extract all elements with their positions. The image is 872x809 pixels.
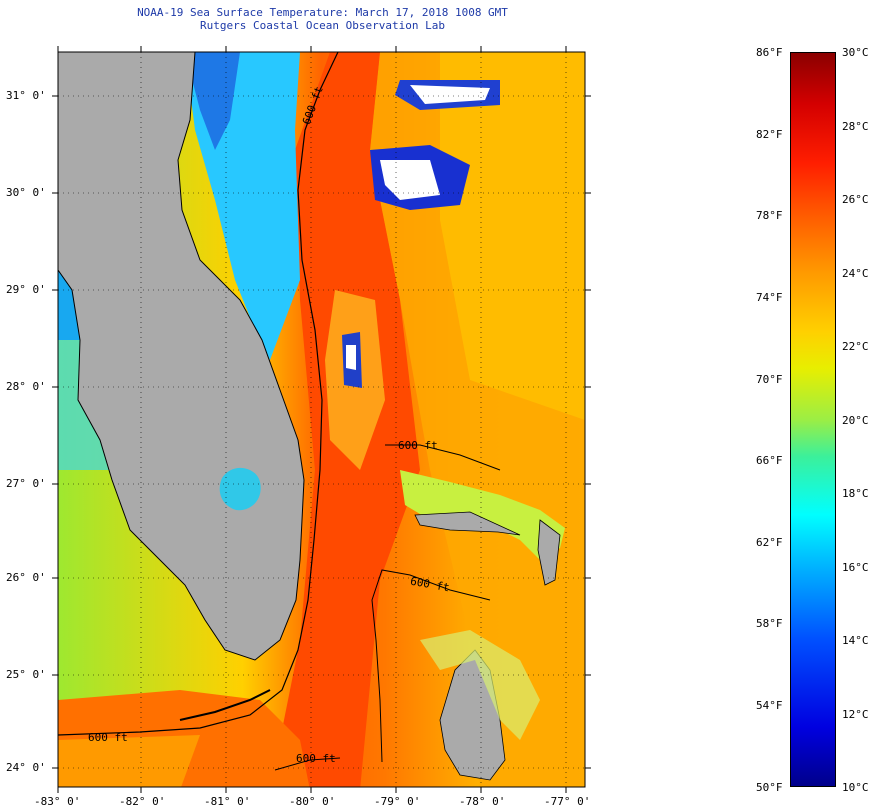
colorbar-c-label: 18°C [842, 487, 869, 500]
colorbar-c-label: 20°C [842, 414, 869, 427]
axis-ticks [52, 46, 591, 793]
longitude-label: -79° 0' [374, 795, 421, 808]
contour-label: 600 ft [296, 752, 336, 765]
latitude-label: 28° 0' [6, 380, 46, 393]
colorbar-f-label: 86°F [756, 46, 783, 59]
latitude-label: 29° 0' [6, 283, 46, 296]
latitude-label: 26° 0' [6, 571, 46, 584]
colorbar-f-label: 54°F [756, 699, 783, 712]
longitude-label: -78° 0' [459, 795, 506, 808]
isobath-600ft-florida [58, 52, 339, 736]
lake-okeechobee [219, 467, 261, 511]
map-frame [57, 51, 586, 788]
map-area [58, 52, 585, 787]
colorbar-c-label: 12°C [842, 708, 869, 721]
map-subtitle: Rutgers Coastal Ocean Observation Lab [199, 19, 446, 32]
colorbar-c-label: 24°C [842, 267, 869, 280]
longitude-label: -81° 0' [204, 795, 251, 808]
colorbar-c-label: 16°C [842, 561, 869, 574]
colorbar-c-label: 22°C [842, 340, 869, 353]
colorbar-c-label: 14°C [842, 634, 869, 647]
contour-label: 600 ft [398, 439, 438, 452]
colorbar-f-label: 58°F [756, 617, 783, 630]
latitude-label: 31° 0' [6, 89, 46, 102]
colorbar-f-label: 82°F [756, 128, 783, 141]
colorbar-c-label: 30°C [842, 46, 869, 59]
colorbar-f-label: 70°F [756, 373, 783, 386]
longitude-label: -82° 0' [119, 795, 166, 808]
isobath-600ft-bahamas [385, 444, 501, 471]
longitude-label: -80° 0' [289, 795, 336, 808]
latitude-label: 27° 0' [6, 477, 46, 490]
latitude-label: 30° 0' [6, 186, 46, 199]
colorbar-f-label: 78°F [756, 209, 783, 222]
longitude-label: -77° 0' [544, 795, 591, 808]
colorbar-f-label: 50°F [756, 781, 783, 794]
colorbar-c-label: 26°C [842, 193, 869, 206]
colorbar-f-label: 66°F [756, 454, 783, 467]
colorbar-c-label: 10°C [842, 781, 869, 794]
isobath-600ft-channel [371, 569, 491, 763]
map-title: NOAA-19 Sea Surface Temperature: March 1… [137, 6, 508, 19]
colorbar-f-label: 62°F [756, 536, 783, 549]
colorbar-f-label: 74°F [756, 291, 783, 304]
latitude-label: 25° 0' [6, 668, 46, 681]
colorbar-c-label: 28°C [842, 120, 869, 133]
temperature-colorbar [790, 52, 836, 787]
latitude-label: 24° 0' [6, 761, 46, 774]
longitude-label: -83° 0' [34, 795, 81, 808]
grand-bahama-land [414, 511, 521, 536]
bahama-bank [400, 470, 565, 560]
contour-label: 600 ft [88, 731, 128, 744]
